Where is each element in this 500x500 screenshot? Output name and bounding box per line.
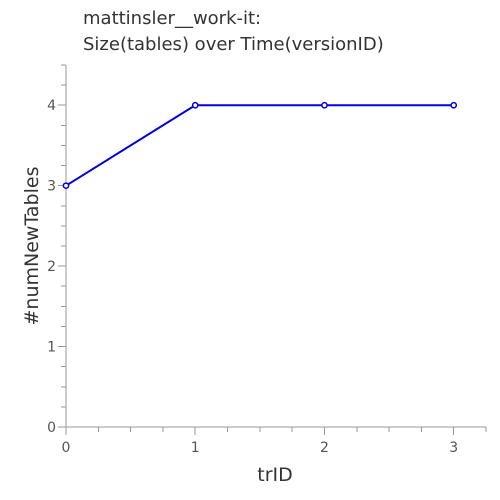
y-tick-label: 1	[47, 340, 56, 356]
x-axis-label: trID	[257, 464, 293, 486]
axes	[65, 65, 486, 428]
series-layer	[62, 101, 458, 190]
chart-title: mattinsler__work-it:	[83, 8, 261, 29]
x-tick-label: 0	[62, 440, 71, 456]
data-point	[191, 101, 199, 109]
x-tick-label: 3	[449, 440, 458, 456]
y-tick-label: 3	[47, 179, 56, 195]
x-tick-label: 2	[320, 440, 329, 456]
y-tick-label: 0	[47, 420, 56, 436]
series-line	[65, 104, 454, 187]
y-tick-label: 2	[47, 259, 56, 275]
x-tick-label: 1	[191, 440, 200, 456]
y-axis-label: #numNewTables	[21, 167, 43, 326]
data-point	[62, 182, 70, 190]
chart-subtitle: Size(tables) over Time(versionID)	[83, 34, 384, 55]
data-point	[450, 101, 458, 109]
data-point	[321, 101, 328, 109]
y-tick-label: 4	[47, 98, 56, 114]
x-ticks: 0 1 2 3	[62, 427, 487, 456]
y-ticks: 0 1 2 3 4	[47, 64, 66, 436]
